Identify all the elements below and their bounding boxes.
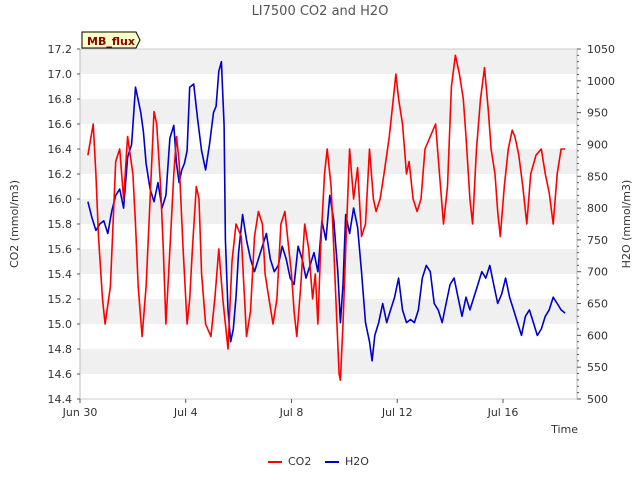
left-axis: 14.4 14.6 14.8 15.0 15.2 15.4 15.6 15.8 16.0 16.2… xyxy=(48,43,81,406)
left-tick-label: 17.2 xyxy=(48,43,73,56)
left-tick-label: 14.8 xyxy=(48,343,73,356)
mb-flux-badge: MB_flux xyxy=(81,31,141,49)
left-tick-label: 16.2 xyxy=(48,168,73,181)
x-axis: Jun 30 Jul 4 Jul 8 Jul 12 Jul 16 xyxy=(62,399,519,419)
legend-h2o-label: H2O xyxy=(345,455,369,468)
x-tick-label: Jul 4 xyxy=(173,406,198,419)
right-tick-label: 1050 xyxy=(587,43,615,56)
left-tick-label: 15.6 xyxy=(48,243,73,256)
chart-title: LI7500 CO2 and H2O xyxy=(252,4,389,19)
left-tick-label: 14.4 xyxy=(48,393,73,406)
right-tick-label: 500 xyxy=(587,393,608,406)
legend-co2-label: CO2 xyxy=(288,455,311,468)
right-tick-label: 600 xyxy=(587,329,608,342)
x-tick-label: Jul 16 xyxy=(487,406,519,419)
grid-band xyxy=(80,349,577,374)
left-tick-label: 16.6 xyxy=(48,118,73,131)
left-tick-label: 15.2 xyxy=(48,293,73,306)
series-line-co2 xyxy=(87,54,566,381)
left-tick-label: 16.8 xyxy=(48,93,73,106)
grid-band xyxy=(80,299,577,324)
left-tick-label: 17.0 xyxy=(48,68,73,81)
grid-band xyxy=(80,249,577,274)
right-tick-label: 1000 xyxy=(587,75,615,88)
right-tick-label: 900 xyxy=(587,138,608,151)
left-tick-label: 14.6 xyxy=(48,368,73,381)
legend: CO2 H2O xyxy=(268,455,369,468)
x-tick-label: Jul 8 xyxy=(279,406,304,419)
right-axis: 500 550 600 650 700 750 800 850 900 950 1000 1050 xyxy=(576,43,615,406)
series-layer xyxy=(87,54,566,381)
series-line-h2o xyxy=(87,60,566,362)
left-tick-label: 16.4 xyxy=(48,143,73,156)
right-tick-label: 700 xyxy=(587,266,608,279)
x-tick-label: Jul 12 xyxy=(381,406,413,419)
left-axis-label: CO2 (mmol/m3) xyxy=(8,180,21,268)
left-tick-label: 15.8 xyxy=(48,218,73,231)
left-tick-label: 15.4 xyxy=(48,268,73,281)
grid-band xyxy=(80,99,577,124)
right-tick-label: 850 xyxy=(587,170,608,183)
x-axis-label: Time xyxy=(550,423,578,436)
left-tick-label: 16.0 xyxy=(48,193,73,206)
right-axis-label: H2O (mmol/m3) xyxy=(620,180,633,269)
right-tick-label: 800 xyxy=(587,202,608,215)
badge-label: MB_flux xyxy=(87,35,135,48)
right-tick-label: 750 xyxy=(587,234,608,247)
grid-band xyxy=(80,49,577,74)
right-tick-label: 550 xyxy=(587,361,608,374)
left-tick-label: 15.0 xyxy=(48,318,73,331)
right-tick-label: 950 xyxy=(587,107,608,120)
right-tick-label: 650 xyxy=(587,298,608,311)
x-tick-label: Jun 30 xyxy=(62,406,98,419)
